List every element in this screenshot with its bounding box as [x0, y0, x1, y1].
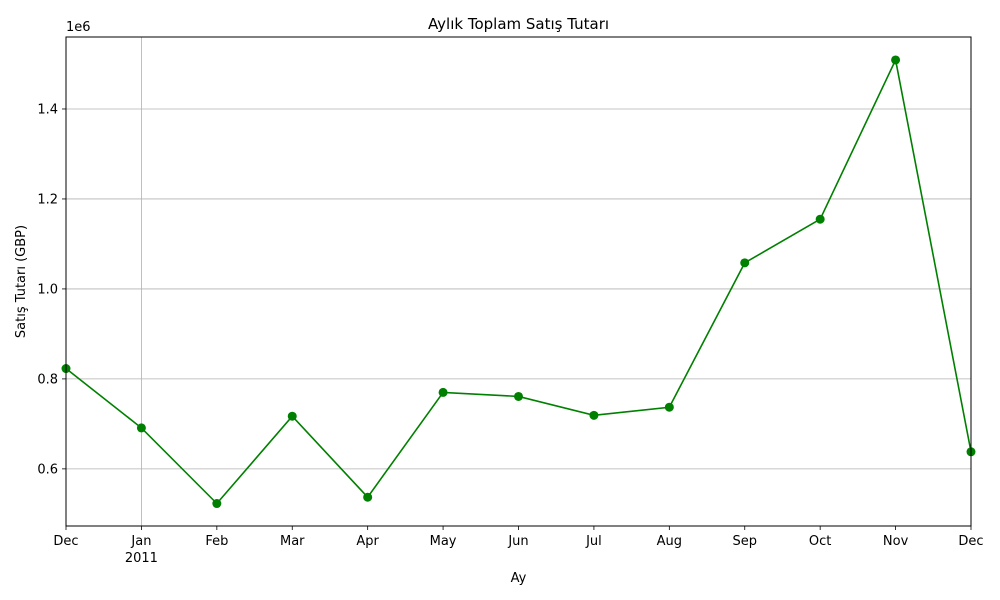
data-point	[363, 492, 373, 502]
y-tick-label: 1.0	[37, 282, 58, 297]
x-tick-label: Jan	[130, 534, 151, 549]
x-tick-label: Mar	[280, 534, 305, 549]
x-tick-label: Dec	[958, 534, 983, 549]
x-tick-label: Jul	[585, 534, 602, 549]
x-tick-label: Jun	[507, 534, 528, 549]
chart-title: Aylık Toplam Satış Tutarı	[428, 15, 609, 33]
x-year-label: 2011	[125, 551, 158, 566]
y-tick-label: 0.6	[37, 462, 58, 477]
x-axis-label: Ay	[511, 571, 527, 586]
x-tick-label: Feb	[205, 534, 228, 549]
series-line	[65, 57, 972, 505]
data-point	[514, 391, 523, 401]
x-tick-label: Oct	[809, 534, 831, 549]
x-tick-label: Sep	[732, 534, 757, 549]
x-tick-label: Apr	[356, 534, 379, 549]
y-axis-label: Satış Tutarı (GBP)	[14, 225, 29, 338]
axes-frame	[65, 36, 972, 527]
data-point	[740, 258, 750, 268]
data-point	[891, 55, 901, 65]
ticks: 0.6 0.8 1.0 1.2 1.4 Dec Jan Feb Mar Apr May Jun Jul A…	[37, 102, 983, 566]
y-tick-label: 1.2	[37, 192, 58, 207]
y-tick-label: 0.8	[37, 372, 58, 387]
x-tick-label: Dec	[53, 534, 78, 549]
data-point	[664, 402, 674, 412]
series-group	[61, 55, 976, 509]
data-point	[589, 410, 599, 420]
data-point	[287, 411, 297, 421]
data-point	[815, 214, 825, 224]
y-tick-label: 1.4	[37, 102, 58, 117]
x-tick-label: May	[430, 534, 457, 549]
x-tick-label: Aug	[657, 534, 682, 549]
data-point	[136, 423, 146, 433]
x-tick-label: Nov	[883, 534, 909, 549]
data-point	[438, 387, 448, 397]
y-offset-label: 1e6	[66, 20, 91, 35]
grid	[66, 37, 971, 526]
data-point	[212, 499, 222, 509]
